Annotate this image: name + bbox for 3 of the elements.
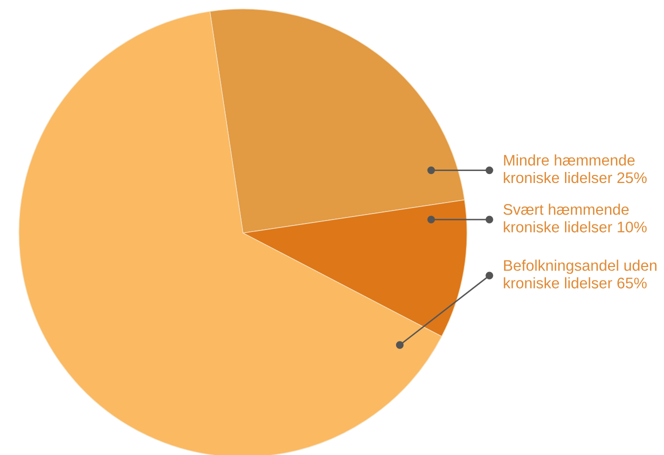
slice-label: Mindre hæmmende kroniske lidelser 25% — [504, 154, 647, 184]
slice-label: Befolkningsandel uden kroniske lidelser 65% — [504, 260, 656, 288]
slice-label: Svært hæmmende kroniske lidelser 10% — [504, 204, 647, 232]
